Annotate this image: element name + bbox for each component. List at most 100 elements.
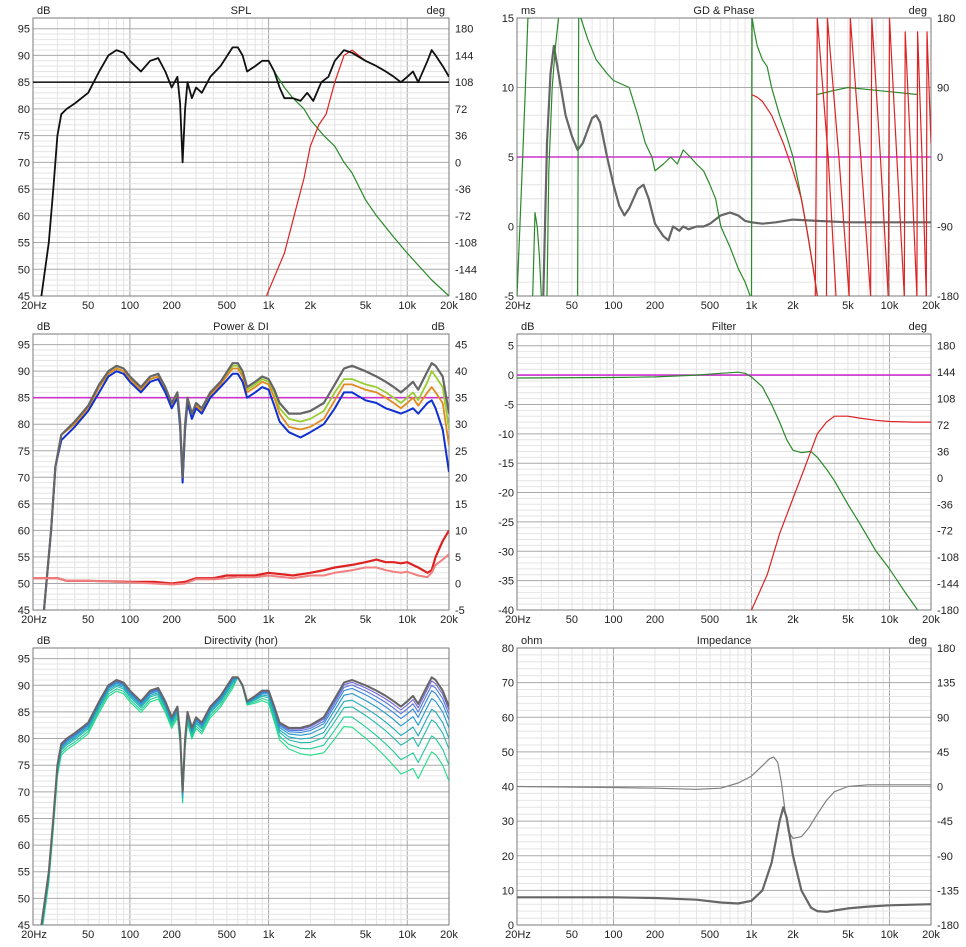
series-line xyxy=(43,367,449,610)
y-left-tick-label: 80 xyxy=(18,104,30,116)
y-right-tick-label: 180 xyxy=(937,341,955,353)
y-left-tick-label: -5 xyxy=(504,399,514,411)
plot-layer xyxy=(40,676,449,925)
series-line xyxy=(40,46,449,296)
y-left-tick-label: 50 xyxy=(18,893,30,905)
y-left-tick-label: 70 xyxy=(18,472,30,484)
series-line xyxy=(532,212,542,296)
y-left-tick-label: 90 xyxy=(18,366,30,378)
y-left-tick-label: -35 xyxy=(498,576,514,588)
chart-title: SPL xyxy=(231,5,252,17)
y-right-tick-label: 35 xyxy=(455,393,467,405)
directivity-series-line xyxy=(41,676,449,925)
y-right-tick-label: 45 xyxy=(455,340,467,352)
x-tick-label: 200 xyxy=(646,929,664,941)
y-left-tick-label: 60 xyxy=(18,211,30,223)
plot-layer xyxy=(517,756,931,913)
x-tick-label: 10k xyxy=(881,300,899,312)
x-tick-label: 2k xyxy=(305,614,317,626)
y-left-tick-label: 60 xyxy=(18,840,30,852)
x-tick-label: 10k xyxy=(398,929,416,941)
x-tick-label: 20k xyxy=(440,929,458,941)
y-right-tick-label: 0 xyxy=(937,473,943,485)
x-tick-label: 2k xyxy=(787,300,799,312)
y-left-tick-label: 55 xyxy=(18,238,30,250)
y-right-tick-label: -45 xyxy=(937,816,953,828)
series-line xyxy=(751,93,818,296)
series-line xyxy=(42,362,449,610)
y-left-tick-label: 30 xyxy=(502,816,514,828)
y-left-tick-label: 20 xyxy=(502,851,514,863)
series-line xyxy=(517,18,531,296)
left-axis-unit: ohm xyxy=(521,635,542,647)
x-tick-label: 100 xyxy=(604,614,622,626)
x-tick-label: 20Hz xyxy=(21,300,47,312)
y-right-tick-label: -36 xyxy=(937,499,953,511)
y-right-tick-label: -180 xyxy=(937,291,959,303)
y-left-tick-label: 15 xyxy=(502,13,514,25)
chart-title: Directivity (hor) xyxy=(204,635,278,647)
plot-layer xyxy=(517,18,931,296)
x-tick-label: 100 xyxy=(121,300,139,312)
series-line xyxy=(42,370,449,610)
left-axis-unit: ms xyxy=(521,5,536,17)
y-left-tick-label: 95 xyxy=(18,24,30,36)
y-left-tick-label: 0 xyxy=(508,920,514,932)
y-right-tick-label: 90 xyxy=(937,83,949,95)
x-tick-label: 5k xyxy=(842,929,854,941)
y-right-tick-label: 36 xyxy=(455,131,467,143)
y-left-tick-label: 80 xyxy=(18,419,30,431)
directivity-series-line xyxy=(42,676,449,925)
x-tick-label: 20Hz xyxy=(505,929,531,941)
y-right-tick-label: 40 xyxy=(455,366,467,378)
y-left-tick-label: 90 xyxy=(18,50,30,62)
y-left-tick-label: -15 xyxy=(498,458,514,470)
x-tick-label: 50 xyxy=(566,929,578,941)
x-tick-label: 1k xyxy=(746,929,758,941)
x-tick-label: 500 xyxy=(701,614,719,626)
y-left-tick-label: -20 xyxy=(498,488,514,500)
y-left-tick-label: 40 xyxy=(502,782,514,794)
chart-title: Filter xyxy=(712,321,737,333)
y-left-tick-label: 70 xyxy=(18,787,30,799)
y-right-tick-label: 45 xyxy=(937,747,949,759)
y-left-tick-label: 70 xyxy=(18,157,30,169)
x-tick-label: 50 xyxy=(566,300,578,312)
x-tick-label: 10k xyxy=(881,929,899,941)
y-left-tick-label: 55 xyxy=(18,552,30,564)
y-right-tick-label: -180 xyxy=(937,920,959,932)
series-line xyxy=(546,18,560,296)
x-tick-label: 500 xyxy=(218,300,236,312)
series-line xyxy=(750,415,931,610)
y-left-tick-label: -40 xyxy=(498,605,514,617)
x-tick-label: 50 xyxy=(82,614,94,626)
x-tick-label: 20k xyxy=(440,300,458,312)
y-left-tick-label: 50 xyxy=(18,264,30,276)
x-tick-label: 5k xyxy=(360,929,372,941)
series-line xyxy=(870,18,889,296)
y-right-tick-label: -72 xyxy=(455,211,471,223)
y-right-tick-label: 15 xyxy=(455,499,467,511)
plot-frame xyxy=(516,333,932,611)
y-left-tick-label: 0 xyxy=(508,222,514,234)
y-left-tick-label: 80 xyxy=(502,643,514,655)
x-tick-label: 100 xyxy=(121,929,139,941)
y-left-tick-label: 75 xyxy=(18,446,30,458)
y-right-tick-label: 0 xyxy=(455,578,461,590)
x-tick-label: 10k xyxy=(398,614,416,626)
plot-area xyxy=(517,334,931,610)
series-line xyxy=(33,529,449,585)
y-right-tick-label: -144 xyxy=(455,264,477,276)
series-line xyxy=(925,31,931,296)
y-left-tick-label: 45 xyxy=(18,291,30,303)
x-tick-label: 2k xyxy=(787,614,799,626)
y-left-tick-label: 45 xyxy=(18,605,30,617)
y-left-tick-label: 50 xyxy=(18,578,30,590)
y-left-tick-label: 60 xyxy=(502,712,514,724)
x-tick-label: 5k xyxy=(360,614,372,626)
y-left-tick-label: 65 xyxy=(18,184,30,196)
x-tick-label: 20Hz xyxy=(505,300,531,312)
y-right-tick-label: -5 xyxy=(455,605,465,617)
y-left-tick-label: 85 xyxy=(18,77,30,89)
y-right-tick-label: -90 xyxy=(937,851,953,863)
